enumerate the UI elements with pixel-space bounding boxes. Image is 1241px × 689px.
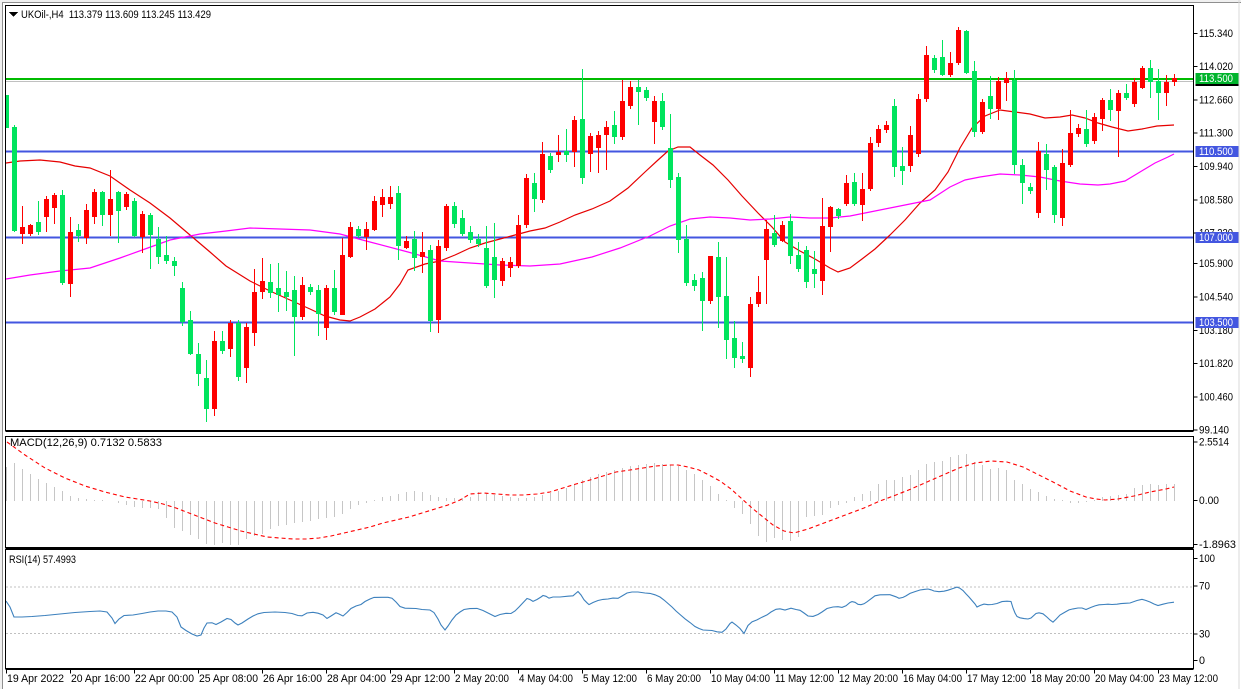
svg-text:12 May 20:00: 12 May 20:00: [839, 673, 898, 685]
svg-text:100.460: 100.460: [1199, 391, 1233, 403]
svg-text:112.660: 112.660: [1199, 95, 1233, 107]
svg-text:-1.8963: -1.8963: [1199, 539, 1236, 551]
svg-text:RSI(14) 57.4993: RSI(14) 57.4993: [9, 554, 76, 566]
svg-text:108.580: 108.580: [1199, 194, 1233, 206]
svg-text:107.000: 107.000: [1199, 232, 1233, 244]
svg-text:28 Apr 04:00: 28 Apr 04:00: [327, 673, 386, 685]
svg-text:11 May 12:00: 11 May 12:00: [775, 673, 834, 685]
svg-text:30: 30: [1199, 629, 1210, 641]
svg-text:103.500: 103.500: [1199, 317, 1233, 329]
svg-text:2 May 20:00: 2 May 20:00: [455, 673, 509, 685]
svg-text:18 May 20:00: 18 May 20:00: [1031, 673, 1090, 685]
svg-text:26 Apr 16:00: 26 Apr 16:00: [263, 673, 322, 685]
svg-text:2.5514: 2.5514: [1199, 437, 1229, 449]
svg-text:MACD(12,26,9) 0.7132 0.5833: MACD(12,26,9) 0.7132 0.5833: [10, 437, 162, 449]
svg-text:25 Apr 08:00: 25 Apr 08:00: [199, 673, 258, 685]
svg-text:20 May 04:00: 20 May 04:00: [1095, 673, 1154, 685]
svg-text:70: 70: [1199, 581, 1210, 593]
svg-text:29 Apr 12:00: 29 Apr 12:00: [391, 673, 450, 685]
svg-text:19 Apr 2022: 19 Apr 2022: [7, 673, 64, 685]
svg-text:104.540: 104.540: [1199, 292, 1233, 304]
svg-text:17 May 12:00: 17 May 12:00: [967, 673, 1026, 685]
svg-text:114.020: 114.020: [1199, 61, 1233, 73]
svg-text:109.940: 109.940: [1199, 161, 1233, 173]
svg-text:0: 0: [1199, 655, 1205, 667]
svg-text:105.900: 105.900: [1199, 258, 1233, 270]
svg-text:111.300: 111.300: [1199, 128, 1233, 140]
svg-text:20 Apr 16:00: 20 Apr 16:00: [71, 673, 130, 685]
svg-text:6 May 20:00: 6 May 20:00: [647, 673, 701, 685]
svg-text:0.00: 0.00: [1199, 495, 1219, 507]
svg-text:101.820: 101.820: [1199, 358, 1233, 370]
svg-text:113.500: 113.500: [1199, 73, 1233, 85]
svg-text:16 May 04:00: 16 May 04:00: [903, 673, 962, 685]
svg-text:UKOil-,H4 113.379 113.609 113: UKOil-,H4 113.379 113.609 113.245 113.42…: [21, 9, 211, 21]
svg-text:100: 100: [1199, 553, 1215, 565]
svg-text:23 May 12:00: 23 May 12:00: [1159, 673, 1218, 685]
svg-text:4 May 04:00: 4 May 04:00: [519, 673, 573, 685]
svg-text:10 May 04:00: 10 May 04:00: [711, 673, 770, 685]
svg-text:22 Apr 00:00: 22 Apr 00:00: [135, 673, 194, 685]
svg-text:110.500: 110.500: [1199, 146, 1233, 158]
svg-text:5 May 12:00: 5 May 12:00: [583, 673, 637, 685]
svg-text:115.340: 115.340: [1199, 28, 1233, 40]
svg-text:99.140: 99.140: [1199, 424, 1229, 436]
